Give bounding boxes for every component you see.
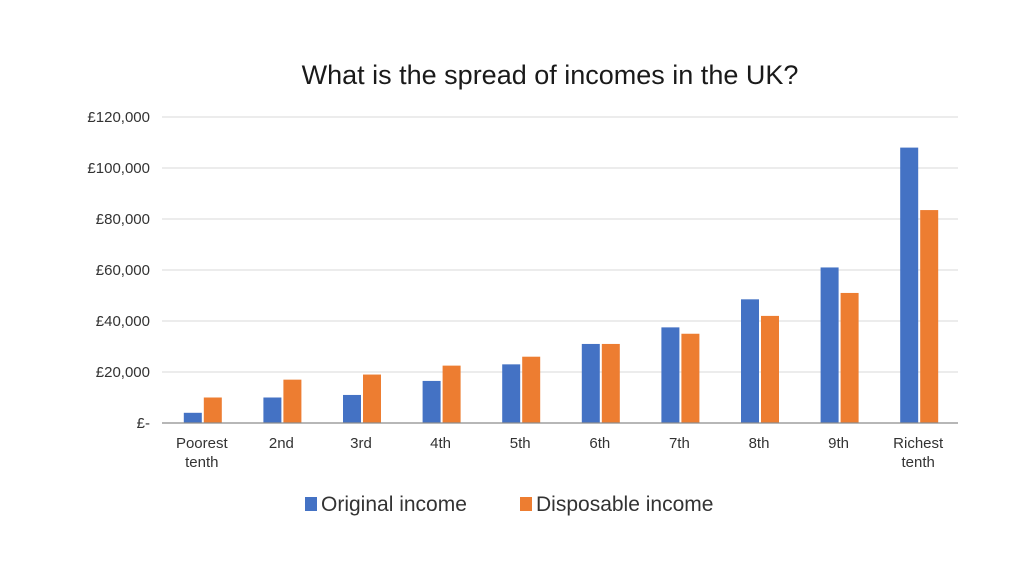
x-tick-label: 5th: [510, 435, 531, 452]
x-tick-label: 4th: [430, 435, 451, 452]
bar-disposable-income: [522, 356, 541, 423]
bar-disposable-income: [840, 292, 859, 423]
legend-swatch: [520, 497, 532, 511]
chart-title: What is the spread of incomes in the UK?: [302, 60, 799, 90]
x-tick-label: 6th: [589, 435, 610, 452]
bar-original-income: [661, 327, 680, 423]
legend-label: Disposable income: [536, 493, 713, 516]
y-tick-label: £120,000: [87, 109, 150, 126]
x-tick-label: Richest: [893, 435, 944, 452]
bar-original-income: [741, 299, 759, 423]
bar-disposable-income: [920, 210, 939, 423]
y-tick-label: £40,000: [96, 313, 150, 330]
y-tick-label: £60,000: [96, 262, 150, 279]
y-tick-label: £100,000: [87, 160, 150, 177]
bar-disposable-income: [442, 365, 461, 423]
bar-original-income: [343, 394, 361, 423]
legend-label: Original income: [321, 493, 467, 516]
x-tick-label: 8th: [749, 435, 770, 452]
bar-disposable-income: [203, 397, 222, 423]
bar-original-income: [581, 343, 600, 423]
bar-original-income: [263, 397, 282, 423]
x-tick-label: tenth: [185, 454, 218, 471]
bar-disposable-income: [761, 315, 779, 423]
x-axis-ticks: Poorest tenth 2nd 3rd 4th 5th 6th 7th 8th 9th Rich…: [176, 435, 944, 471]
bar-original-income: [422, 380, 441, 423]
legend-swatch: [305, 497, 317, 511]
y-tick-label: £20,000: [96, 364, 150, 381]
bar-disposable-income: [601, 343, 620, 423]
bars: [183, 147, 939, 423]
bar-original-income: [820, 267, 839, 423]
x-tick-label: tenth: [902, 454, 935, 471]
y-tick-label: £80,000: [96, 211, 150, 228]
bar-disposable-income: [363, 374, 381, 423]
bar-disposable-income: [681, 333, 700, 423]
x-tick-label: 9th: [828, 435, 849, 452]
bar-original-income: [900, 147, 919, 423]
x-tick-label: Poorest: [176, 435, 229, 452]
y-tick-label: £-: [137, 415, 150, 432]
bar-disposable-income: [283, 379, 302, 423]
bar-original-income: [183, 412, 202, 423]
bar-original-income: [502, 364, 521, 423]
x-tick-label: 7th: [669, 435, 690, 452]
legend: Original income Disposable income: [305, 493, 713, 516]
x-tick-label: 2nd: [269, 435, 294, 452]
x-tick-label: 3rd: [350, 435, 372, 452]
y-axis-ticks: £- £20,000 £40,000 £60,000 £80,000 £100,000 £1…: [87, 109, 150, 432]
